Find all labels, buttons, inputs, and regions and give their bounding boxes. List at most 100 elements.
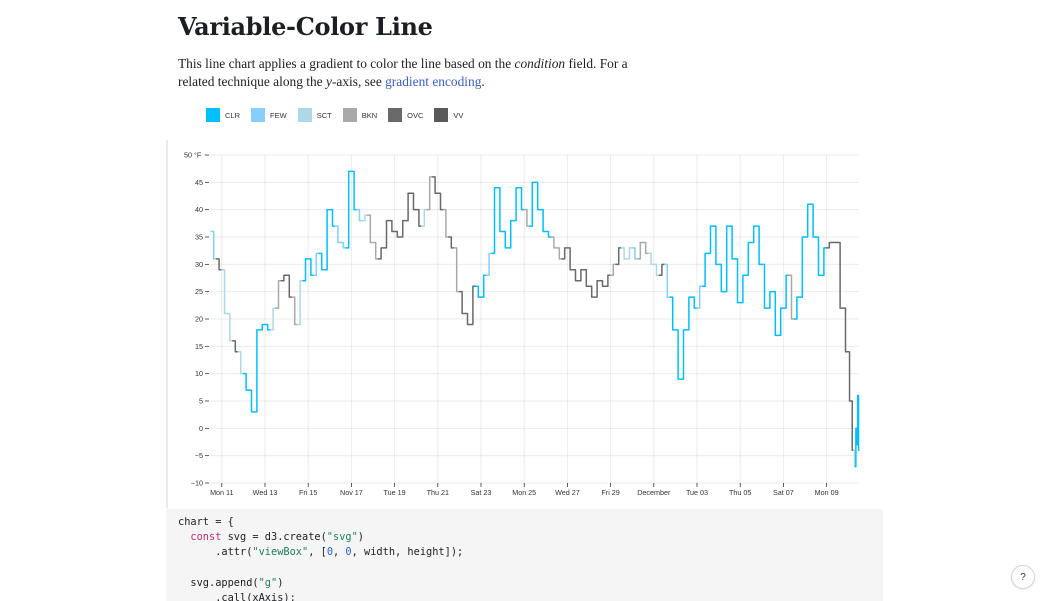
line-segment [848,351,851,402]
line-segment [448,236,454,249]
line-segment [265,323,271,331]
code-number-0a: 0 [326,546,334,559]
data-point [566,247,568,249]
line-segment [270,307,276,331]
data-point [415,209,417,211]
data-point [302,280,304,282]
line-segment [810,203,816,238]
y-tick-label: 25 [195,287,203,296]
line-segment [761,263,768,309]
data-point [593,296,595,298]
data-point [518,187,520,189]
data-point [345,247,347,249]
line-segment [751,225,757,244]
y-tick-label: 50 [184,151,192,160]
y-tick-label: −5 [195,451,203,460]
data-point [761,263,763,265]
code-line-6: .call(xAxis); [178,592,296,601]
gradient-encoding-link[interactable]: gradient encoding [385,74,482,89]
data-point [620,247,622,249]
line-segment [616,247,622,266]
y-tick-label: 20 [195,315,203,324]
data-point [242,373,244,375]
data-point [550,236,552,238]
x-tick-label: Tue 19 [384,488,406,497]
y-tick-label: 30 [195,260,203,269]
x-tick-label: Wed 27 [555,488,580,497]
line-segment [778,307,784,337]
code-string-svg: "svg" [326,531,358,544]
code-number-0b: 0 [345,546,352,559]
data-point [377,258,379,260]
line-segment [772,290,778,337]
line-segment [842,307,849,353]
line-segment [821,247,827,277]
line-segment [556,247,562,260]
line-segment [583,269,589,287]
line-segment [857,394,860,451]
line-segment [227,312,233,342]
x-tick-label: Tue 03 [686,488,708,497]
data-point [269,329,271,331]
data-point [836,241,839,244]
line-segment [383,219,390,249]
line-segment [599,279,606,287]
data-point [286,274,288,276]
data-point [707,252,709,254]
data-point [793,318,795,320]
cell-gutter [166,140,168,508]
data-point [766,307,768,309]
data-point [680,378,682,380]
data-point [561,258,563,260]
data-point [215,258,217,260]
line-segment [275,279,282,309]
line-segment [464,312,471,326]
data-point [275,307,277,309]
data-point [631,247,633,249]
line-segment [783,274,789,309]
data-point [210,230,212,233]
y-tick-label: −10 [191,479,203,488]
x-tick-label: Sat 23 [471,488,492,497]
data-point [777,334,779,336]
data-point [674,329,676,331]
data-point [307,258,309,260]
code-keyword-const: const [190,531,222,544]
line-chart: −10 −5 0 5 10 15 20 25 30 35 40 45 50 °F Mon 11 Wed 13 F… [184,151,860,497]
desc-text-4: . [481,74,485,89]
line-segment [551,236,557,249]
data-point [847,351,849,353]
help-button[interactable]: ? [1011,565,1035,589]
data-point [615,263,617,265]
data-point [853,449,855,451]
data-point [750,241,752,244]
data-point [723,291,725,293]
line-segment [589,285,595,298]
code-line-3-c: , [333,546,346,559]
line-segment [351,170,357,211]
line-segment [221,269,228,315]
y-tick-label: 0 [199,424,203,433]
data-point [745,274,747,276]
y-tick-label: 10 [195,369,203,378]
code-cell[interactable]: chart = { const svg = d3.create("svg") .… [166,509,883,601]
line-segment [837,241,843,309]
data-point [815,236,817,238]
legend-label: CLR [225,110,241,120]
data-point [799,296,801,298]
data-point [854,466,857,468]
line-segment [254,329,260,413]
data-point [232,340,234,342]
code-string-g: "g" [258,576,278,589]
line-segment [621,247,627,260]
data-point [221,269,223,271]
x-tick-label: Sat 07 [773,488,794,497]
data-point [404,220,406,222]
y-axis-unit-label: °F [194,151,202,160]
data-point [350,170,352,172]
code-line-1: chart = { [178,516,234,528]
data-point [464,312,466,315]
line-segment [664,263,670,298]
data-point [248,389,250,391]
legend-label: BKN [361,110,378,120]
